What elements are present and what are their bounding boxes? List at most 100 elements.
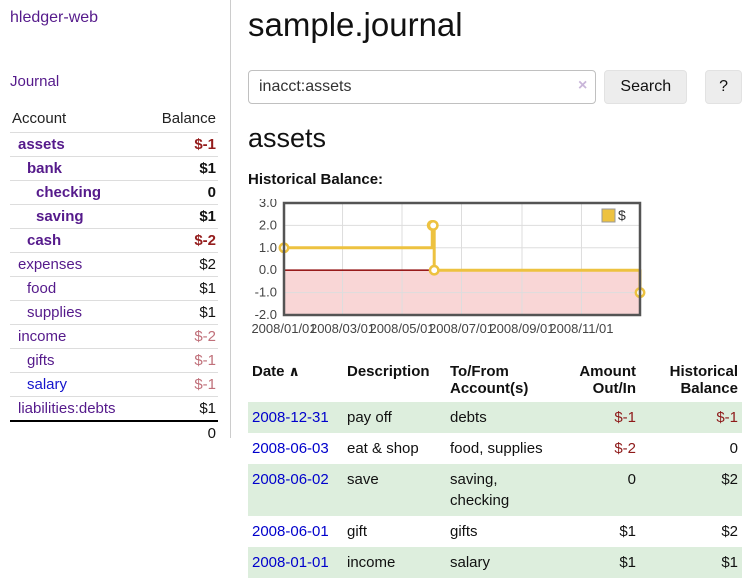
- transaction-row: 2008-06-02 save saving, checking 0 $2: [248, 464, 742, 516]
- account-balance: $1: [145, 397, 218, 422]
- transaction-date-link[interactable]: 2008-06-01: [252, 523, 329, 540]
- register-table: Date∧ Description To/From Account(s) Amo…: [248, 358, 742, 578]
- account-link-gifts[interactable]: gifts: [27, 352, 55, 369]
- account-balance: 0: [145, 181, 218, 205]
- svg-text:2008/03/01: 2008/03/01: [310, 321, 375, 336]
- transaction-description: pay off: [343, 402, 446, 433]
- transaction-date-link[interactable]: 2008-06-03: [252, 440, 329, 457]
- transaction-amount: $1: [556, 547, 640, 578]
- account-row: checking 0: [10, 181, 218, 205]
- account-link-cash[interactable]: cash: [27, 232, 61, 249]
- account-balance: $-1: [145, 133, 218, 157]
- column-header-amount: Amount Out/In: [556, 358, 640, 402]
- transaction-balance: $2: [640, 464, 742, 516]
- svg-text:2008/07/01: 2008/07/01: [429, 321, 494, 336]
- account-link-income[interactable]: income: [18, 328, 66, 345]
- account-balance: $-1: [145, 373, 218, 397]
- column-header-balance: Historical Balance: [640, 358, 742, 402]
- transaction-accounts: saving, checking: [446, 464, 556, 516]
- clear-search-icon[interactable]: ×: [578, 78, 587, 94]
- register-header-row: Date∧ Description To/From Account(s) Amo…: [248, 358, 742, 402]
- search-input[interactable]: [248, 70, 596, 104]
- transaction-balance: 0: [640, 433, 742, 464]
- account-link-expenses[interactable]: expenses: [18, 256, 82, 273]
- historical-balance-chart: $3.02.01.00.0-1.0-2.02008/01/012008/03/0…: [248, 199, 718, 345]
- account-row: income $-2: [10, 325, 218, 349]
- search-form: × Search ?: [248, 70, 742, 104]
- transaction-balance: $-1: [640, 402, 742, 433]
- account-tree: Account Balance assets $-1 bank $1 check…: [10, 107, 218, 445]
- svg-text:0.0: 0.0: [259, 262, 277, 277]
- column-header-description: Description: [343, 358, 446, 402]
- account-balance: $-2: [145, 325, 218, 349]
- column-header-accounts: To/From Account(s): [446, 358, 556, 402]
- app-brand-link[interactable]: hledger-web: [10, 9, 230, 27]
- account-row: bank $1: [10, 157, 218, 181]
- svg-text:-1.0: -1.0: [255, 285, 277, 300]
- transaction-amount: $-2: [556, 433, 640, 464]
- transaction-date-link[interactable]: 2008-12-31: [252, 409, 329, 426]
- svg-text:2008/05/01: 2008/05/01: [369, 321, 434, 336]
- account-link-liabilities-debts[interactable]: liabilities:debts: [18, 400, 116, 417]
- account-balance: $2: [145, 253, 218, 277]
- sort-ascending-icon: ∧: [289, 363, 300, 379]
- transaction-balance: $1: [640, 547, 742, 578]
- balance-column-header: Balance: [145, 107, 218, 133]
- account-balance: $1: [145, 277, 218, 301]
- svg-text:1.0: 1.0: [259, 240, 277, 255]
- account-link-bank[interactable]: bank: [27, 160, 62, 177]
- transaction-date-link[interactable]: 2008-01-01: [252, 554, 329, 571]
- transaction-description: eat & shop: [343, 433, 446, 464]
- svg-text:2.0: 2.0: [259, 217, 277, 232]
- account-link-saving[interactable]: saving: [36, 208, 84, 225]
- transaction-amount: $-1: [556, 402, 640, 433]
- transaction-date-link[interactable]: 2008-06-02: [252, 471, 329, 488]
- column-header-date[interactable]: Date∧: [248, 358, 343, 402]
- transaction-accounts: debts: [446, 402, 556, 433]
- account-row: cash $-2: [10, 229, 218, 253]
- account-link-checking[interactable]: checking: [36, 184, 101, 201]
- sidebar: hledger-web Journal Account Balance asse…: [0, 0, 231, 438]
- transaction-amount: $1: [556, 516, 640, 547]
- account-link-assets[interactable]: assets: [18, 136, 65, 153]
- accounts-total-row: 0: [10, 421, 218, 445]
- account-heading: assets: [248, 123, 742, 154]
- account-row: gifts $-1: [10, 349, 218, 373]
- chart-label: Historical Balance:: [248, 171, 742, 188]
- transaction-description: save: [343, 464, 446, 516]
- account-balance: $1: [145, 157, 218, 181]
- account-row: food $1: [10, 277, 218, 301]
- account-row: supplies $1: [10, 301, 218, 325]
- account-balance: $1: [145, 205, 218, 229]
- account-column-header: Account: [10, 107, 145, 133]
- transaction-row: 2008-06-03 eat & shop food, supplies $-2…: [248, 433, 742, 464]
- search-button[interactable]: Search: [604, 70, 687, 104]
- transaction-row: 2008-12-31 pay off debts $-1 $-1: [248, 402, 742, 433]
- account-balance: $-1: [145, 349, 218, 373]
- account-balance: $1: [145, 301, 218, 325]
- help-button[interactable]: ?: [705, 70, 742, 104]
- transaction-description: gift: [343, 516, 446, 547]
- account-balance: $-2: [145, 229, 218, 253]
- account-row: liabilities:debts $1: [10, 397, 218, 422]
- account-row: expenses $2: [10, 253, 218, 277]
- transaction-row: 2008-01-01 income salary $1 $1: [248, 547, 742, 578]
- chart-canvas: $3.02.01.00.0-1.0-2.02008/01/012008/03/0…: [248, 199, 718, 345]
- account-link-food[interactable]: food: [27, 280, 56, 297]
- transaction-balance: $2: [640, 516, 742, 547]
- svg-text:$: $: [618, 207, 626, 223]
- transaction-amount: 0: [556, 464, 640, 516]
- account-row: salary $-1: [10, 373, 218, 397]
- svg-text:3.0: 3.0: [259, 199, 277, 210]
- transaction-accounts: food, supplies: [446, 433, 556, 464]
- transaction-description: income: [343, 547, 446, 578]
- account-link-salary[interactable]: salary: [27, 376, 67, 393]
- transaction-accounts: gifts: [446, 516, 556, 547]
- accounts-total-value: 0: [145, 421, 218, 445]
- svg-text:2008/11/01: 2008/11/01: [549, 321, 613, 336]
- account-link-supplies[interactable]: supplies: [27, 304, 82, 321]
- svg-text:2008/09/01: 2008/09/01: [489, 321, 554, 336]
- svg-text:2008/01/01: 2008/01/01: [251, 321, 316, 336]
- sidebar-item-journal[interactable]: Journal: [10, 73, 230, 90]
- account-row: assets $-1: [10, 133, 218, 157]
